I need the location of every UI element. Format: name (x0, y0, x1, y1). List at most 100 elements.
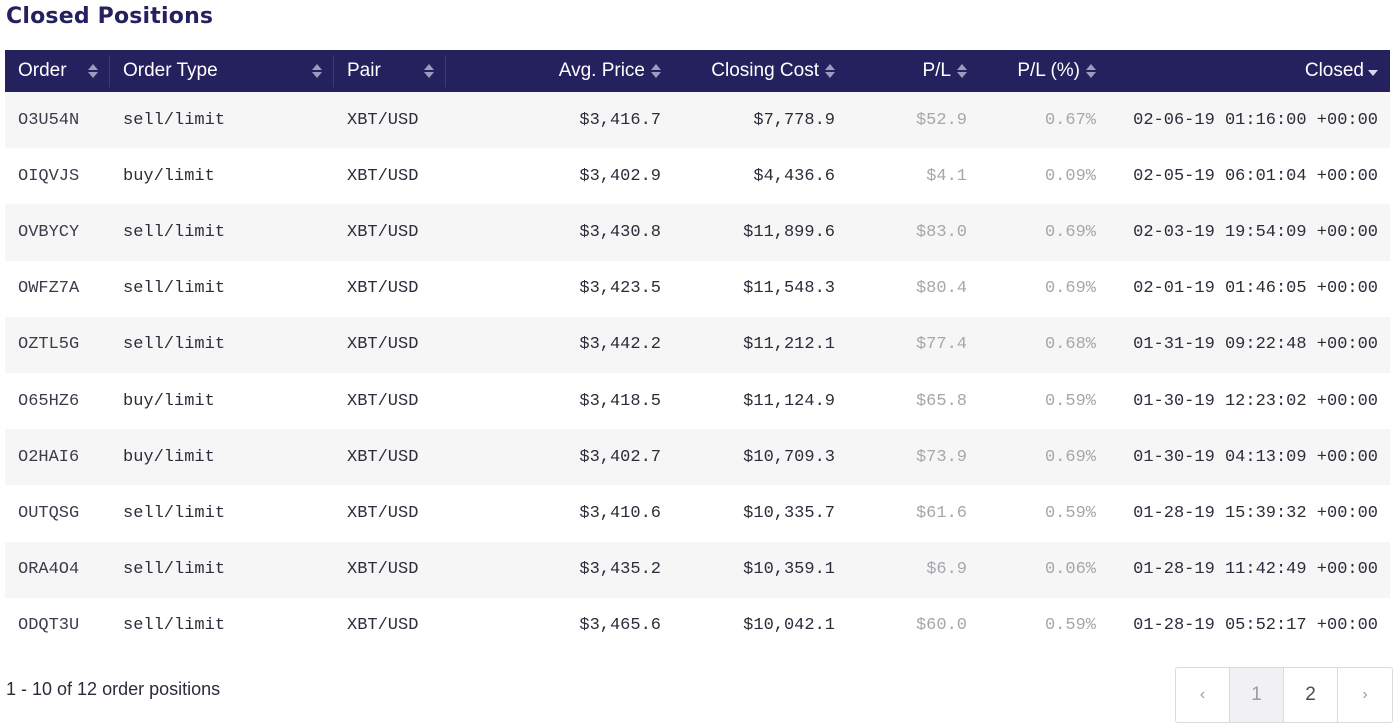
cell-pl-percent: 0.68% (1044, 335, 1096, 355)
sort-icon (651, 64, 661, 78)
next-page-button[interactable]: › (1362, 686, 1368, 703)
cell-avg-price: $3,423.5 (579, 279, 661, 299)
column-header-closing-cost[interactable]: Closing Cost (673, 50, 847, 92)
cell-closed: 01-30-19 04:13:09 +00:00 (1133, 447, 1378, 467)
cell-closing-cost: $11,899.6 (743, 222, 835, 242)
column-header-order-type[interactable]: Order Type (110, 50, 334, 92)
table-row[interactable]: OVBYCY sell/limit XBT/USD $3,430.8 $11,899.6… (5, 204, 1390, 261)
cell-order-type: sell/limit (123, 279, 226, 299)
cell-pl: $65.8 (915, 391, 967, 411)
cell-closing-cost: $7,778.9 (753, 110, 835, 130)
cell-order: O65HZ6 (18, 391, 80, 411)
closed-positions-table: Order Order Type Pair (5, 50, 1390, 654)
table-row[interactable]: OUTQSG sell/limit XBT/USD $3,410.6 $10,335.7… (5, 485, 1390, 542)
column-label: P/L (%) (1017, 60, 1080, 81)
cell-pair: XBT/USD (347, 110, 419, 130)
cell-pl-percent: 0.69% (1044, 447, 1096, 467)
cell-order-type: sell/limit (123, 110, 226, 130)
column-label: Closing Cost (711, 60, 819, 81)
cell-avg-price: $3,416.7 (579, 110, 661, 130)
cell-avg-price: $3,410.6 (579, 503, 661, 523)
cell-order: OZTL5G (18, 335, 80, 355)
closed-positions-table-wrap: Order Order Type Pair (5, 50, 1390, 654)
cell-pl: $80.4 (915, 279, 967, 299)
cell-pl-percent: 0.69% (1044, 279, 1096, 299)
cell-pl-percent: 0.59% (1044, 503, 1096, 523)
column-label: Order Type (123, 60, 218, 81)
cell-closing-cost: $10,335.7 (743, 503, 835, 523)
column-header-avg-price[interactable]: Avg. Price (446, 50, 673, 92)
cell-order: OWFZ7A (18, 279, 80, 299)
cell-avg-price: $3,402.9 (579, 166, 661, 186)
sort-icon (312, 64, 322, 78)
sort-icon (957, 64, 967, 78)
table-row[interactable]: O2HAI6 buy/limit XBT/USD $3,402.7 $10,709.3 $… (5, 429, 1390, 486)
table-row[interactable]: ORA4O4 sell/limit XBT/USD $3,435.2 $10,359.1… (5, 541, 1390, 598)
cell-avg-price: $3,442.2 (579, 335, 661, 355)
cell-closed: 02-01-19 01:46:05 +00:00 (1133, 279, 1378, 299)
cell-closing-cost: $10,359.1 (743, 560, 835, 580)
cell-order-type: sell/limit (123, 560, 226, 580)
table-row[interactable]: ODQT3U sell/limit XBT/USD $3,465.6 $10,042.1… (5, 597, 1390, 654)
cell-closed: 02-05-19 06:01:04 +00:00 (1133, 166, 1378, 186)
cell-closed: 01-28-19 15:39:32 +00:00 (1133, 503, 1378, 523)
cell-pl-percent: 0.69% (1044, 222, 1096, 242)
cell-pl-percent: 0.09% (1044, 166, 1096, 186)
column-header-closed[interactable]: Closed (1108, 50, 1390, 92)
cell-closed: 01-30-19 12:23:02 +00:00 (1133, 391, 1378, 411)
sort-desc-icon (1368, 70, 1378, 76)
cell-avg-price: $3,435.2 (579, 560, 661, 580)
cell-order: O3U54N (18, 110, 80, 130)
cell-order-type: buy/limit (123, 391, 215, 411)
cell-pair: XBT/USD (347, 616, 419, 636)
cell-order: O2HAI6 (18, 447, 80, 467)
cell-closed: 02-06-19 01:16:00 +00:00 (1133, 110, 1378, 130)
column-header-pl-percent[interactable]: P/L (%) (979, 50, 1108, 92)
cell-pl-percent: 0.67% (1044, 110, 1096, 130)
cell-pl: $52.9 (915, 110, 967, 130)
table-row[interactable]: OIQVJS buy/limit XBT/USD $3,402.9 $4,436.6 $4… (5, 148, 1390, 205)
cell-closed: 01-28-19 11:42:49 +00:00 (1133, 560, 1378, 580)
column-header-order[interactable]: Order (5, 50, 110, 92)
cell-order: OVBYCY (18, 222, 80, 242)
cell-closing-cost: $11,124.9 (743, 391, 835, 411)
page-button-2[interactable]: 2 (1284, 668, 1338, 722)
page-title: Closed Positions (6, 4, 214, 29)
cell-pl: $4.1 (926, 166, 967, 186)
sort-icon (825, 64, 835, 78)
sort-icon (88, 64, 98, 78)
cell-pair: XBT/USD (347, 560, 419, 580)
page-button-1[interactable]: 1 (1230, 668, 1284, 722)
cell-pair: XBT/USD (347, 391, 419, 411)
column-label: Pair (347, 60, 381, 81)
cell-pl: $83.0 (915, 222, 967, 242)
cell-order: OUTQSG (18, 503, 80, 523)
cell-pair: XBT/USD (347, 335, 419, 355)
cell-pl: $73.9 (915, 447, 967, 467)
cell-pair: XBT/USD (347, 166, 419, 186)
table-row[interactable]: O65HZ6 buy/limit XBT/USD $3,418.5 $11,124.9 $… (5, 372, 1390, 430)
column-label: Order (18, 60, 67, 81)
cell-pl: $77.4 (915, 335, 967, 355)
column-label: Closed (1304, 60, 1364, 81)
sort-icon (424, 64, 434, 78)
prev-page-button[interactable]: ‹ (1176, 668, 1230, 722)
cell-order-type: buy/limit (123, 166, 215, 186)
cell-order-type: sell/limit (123, 616, 226, 636)
table-row[interactable]: OWFZ7A sell/limit XBT/USD $3,423.5 $11,548.3… (5, 260, 1390, 317)
cell-order-type: sell/limit (123, 335, 226, 355)
cell-closing-cost: $11,212.1 (743, 335, 835, 355)
cell-closing-cost: $10,042.1 (743, 616, 835, 636)
table-row[interactable]: OZTL5G sell/limit XBT/USD $3,442.2 $11,212.1… (5, 316, 1390, 373)
cell-order-type: buy/limit (123, 447, 215, 467)
table-row[interactable]: O3U54N sell/limit XBT/USD $3,416.7 $7,778.9 $… (5, 92, 1390, 149)
column-header-pl[interactable]: P/L (847, 50, 979, 92)
cell-pair: XBT/USD (347, 503, 419, 523)
column-header-pair[interactable]: Pair (334, 50, 446, 92)
table-header-row: Order Order Type Pair (5, 50, 1390, 92)
cell-closed: 02-03-19 19:54:09 +00:00 (1133, 222, 1378, 242)
cell-pl: $61.6 (915, 503, 967, 523)
cell-pair: XBT/USD (347, 447, 419, 467)
cell-order: ORA4O4 (18, 560, 80, 580)
cell-pl-percent: 0.06% (1044, 560, 1096, 580)
